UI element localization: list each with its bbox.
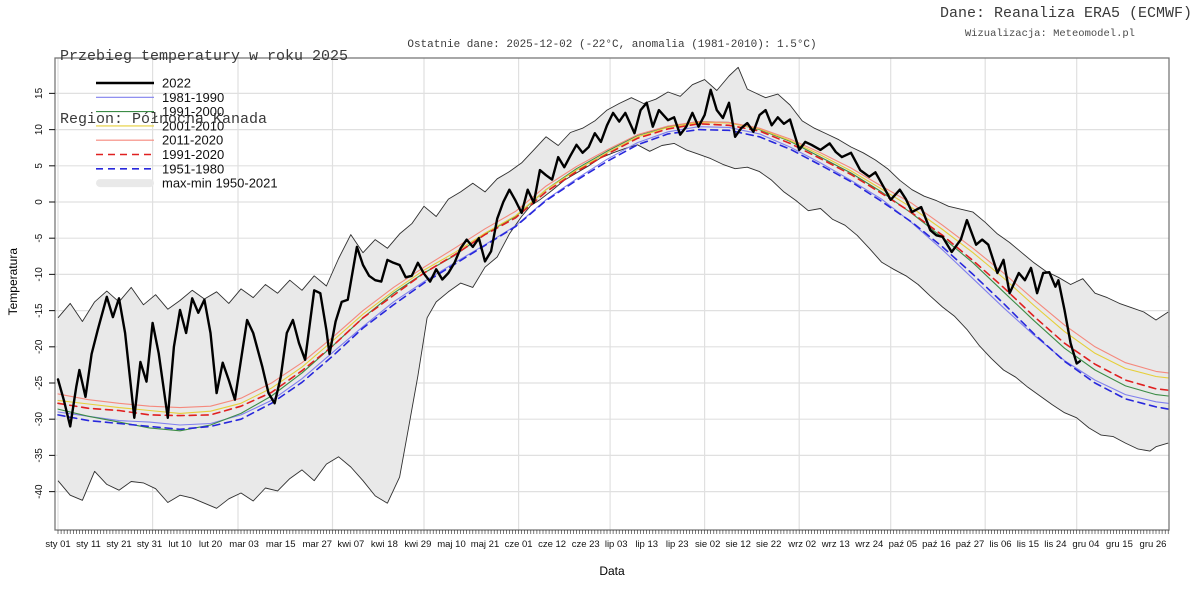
- plot-border: [54, 57, 1170, 531]
- y-axis-title: Temperatura: [6, 248, 20, 316]
- svg-text:wrz 13: wrz 13: [821, 539, 850, 550]
- svg-text:mar 15: mar 15: [266, 539, 296, 550]
- region-subtitle: Region: Północna Kanada: [60, 111, 268, 128]
- svg-text:maj 10: maj 10: [437, 539, 466, 550]
- svg-text:lis 24: lis 24: [1044, 539, 1066, 550]
- data-source-label: Dane: Reanaliza ERA5 (ECMWF): [939, 5, 1192, 22]
- latest-data-note: Ostatnie dane: 2025-12-02 (-22°C, anomal…: [407, 39, 817, 51]
- x-axis-ticks: sty 01 sty 11 sty 21 sty 31 lut 10 lut 20 mar …: [45, 530, 1169, 550]
- svg-text:10: 10: [34, 124, 45, 136]
- svg-text:lip 03: lip 03: [605, 539, 628, 550]
- svg-text:-20: -20: [34, 339, 45, 354]
- svg-text:lip 23: lip 23: [666, 539, 689, 550]
- legend-label: 1951-1980: [162, 161, 224, 176]
- legend: 20221981-19901991-20002001-20102011-2020…: [96, 76, 278, 191]
- series-1951-1980-line: [57, 128, 1169, 431]
- series-1991-2020-line: [57, 123, 1169, 417]
- svg-text:maj 21: maj 21: [471, 539, 500, 550]
- svg-text:sty 01: sty 01: [45, 539, 70, 550]
- svg-text:-10: -10: [34, 267, 45, 282]
- svg-text:sty 31: sty 31: [137, 539, 162, 550]
- legend-label: max-min 1950-2021: [162, 176, 278, 191]
- svg-text:-40: -40: [34, 484, 45, 499]
- svg-text:cze 01: cze 01: [505, 539, 533, 550]
- max-min-band: [57, 66, 1169, 509]
- legend-label: 1981-1990: [162, 90, 224, 105]
- svg-text:-30: -30: [34, 412, 45, 427]
- svg-text:-35: -35: [34, 448, 45, 463]
- svg-text:paź 16: paź 16: [922, 539, 951, 550]
- svg-text:wrz 02: wrz 02: [787, 539, 816, 550]
- series-1991-2000-line: [57, 121, 1169, 432]
- page-title: Przebieg temperatury w roku 2025: [60, 48, 349, 65]
- svg-text:-25: -25: [34, 375, 45, 390]
- svg-text:wrz 24: wrz 24: [854, 539, 883, 550]
- svg-text:lut 10: lut 10: [168, 539, 191, 550]
- svg-text:sie 12: sie 12: [726, 539, 751, 550]
- legend-label: 2011-2020: [162, 133, 223, 148]
- svg-text:0: 0: [34, 199, 45, 205]
- svg-text:gru 04: gru 04: [1072, 539, 1099, 550]
- chart-header: Przebieg temperatury w roku 2025 Region:…: [60, 4, 348, 151]
- svg-text:cze 23: cze 23: [572, 539, 600, 550]
- x-axis-title: Data: [599, 564, 625, 578]
- svg-text:paź 05: paź 05: [889, 539, 918, 550]
- svg-text:5: 5: [34, 163, 45, 169]
- svg-text:lip 13: lip 13: [635, 539, 658, 550]
- legend-label: 1991-2000: [162, 104, 224, 119]
- chart-header-right: Dane: Reanaliza ERA5 (ECMWF) Wizualizacj…: [940, 4, 1192, 40]
- svg-text:gru 15: gru 15: [1106, 539, 1133, 550]
- svg-text:sie 02: sie 02: [695, 539, 720, 550]
- svg-text:sie 22: sie 22: [756, 539, 781, 550]
- visualization-credit: Wizualizacja: Meteomodel.pl: [964, 28, 1135, 40]
- svg-text:lis 15: lis 15: [1017, 539, 1039, 550]
- svg-text:lut 20: lut 20: [199, 539, 222, 550]
- svg-text:cze 12: cze 12: [538, 539, 566, 550]
- svg-text:mar 27: mar 27: [303, 539, 333, 550]
- series-2001-2010-line: [57, 121, 1169, 414]
- legend-label: 2001-2010: [162, 118, 224, 133]
- svg-text:kwi 29: kwi 29: [404, 539, 431, 550]
- svg-text:sty 11: sty 11: [76, 539, 101, 550]
- series-2022-line: [56, 88, 1082, 428]
- svg-text:-5: -5: [34, 233, 45, 242]
- svg-text:gru 26: gru 26: [1140, 539, 1167, 550]
- y-axis-ticks: 15 10 5 0 -5 -10 -15 -20 -25 -30 -35 -40: [34, 87, 55, 499]
- svg-text:sty 21: sty 21: [106, 539, 131, 550]
- svg-text:-15: -15: [34, 303, 45, 318]
- svg-text:mar 03: mar 03: [229, 539, 259, 550]
- svg-text:kwi 18: kwi 18: [371, 539, 398, 550]
- svg-text:kwi 07: kwi 07: [337, 539, 364, 550]
- svg-text:paź 27: paź 27: [956, 539, 985, 550]
- legend-band-swatch: [96, 179, 154, 188]
- svg-text:15: 15: [34, 87, 45, 99]
- legend-label: 1991-2020: [162, 147, 224, 162]
- series-1981-1990-line: [57, 126, 1169, 426]
- legend-label: 2022: [162, 76, 191, 91]
- svg-text:lis 06: lis 06: [989, 539, 1011, 550]
